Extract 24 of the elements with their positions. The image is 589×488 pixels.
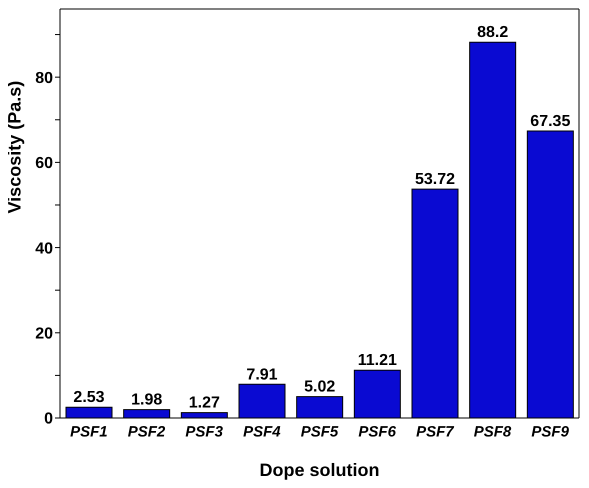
y-tick-label: 20 (35, 325, 54, 342)
x-tick-label: PSF1 (70, 424, 108, 441)
data-label: 2.53 (73, 389, 105, 406)
data-label: 5.02 (304, 378, 336, 396)
x-tick-label: PSF8 (474, 424, 512, 441)
x-tick-label: PSF5 (300, 424, 339, 441)
data-label: 1.27 (188, 394, 220, 412)
y-tick-label: 80 (35, 70, 54, 87)
data-label: 1.98 (131, 392, 162, 409)
y-tick-label: 40 (35, 240, 54, 258)
y-tick-label: 0 (44, 410, 54, 428)
x-tick-label: PSF6 (358, 424, 397, 441)
data-label: 7.91 (246, 366, 278, 384)
x-tick-label: PSF9 (531, 424, 570, 441)
y-tick-label: 60 (35, 155, 54, 172)
data-label: 53.72 (414, 171, 456, 188)
data-label: 67.35 (530, 113, 570, 130)
x-axis-title: Dope solution (260, 460, 380, 480)
x-tick-label: PSF3 (185, 424, 224, 441)
x-tick-label: PSF4 (243, 424, 282, 441)
x-tick-label: PSF7 (416, 424, 454, 441)
data-label: 88.2 (477, 24, 508, 42)
data-label: 11.21 (358, 352, 398, 370)
x-tick-label: PSF2 (128, 424, 166, 441)
